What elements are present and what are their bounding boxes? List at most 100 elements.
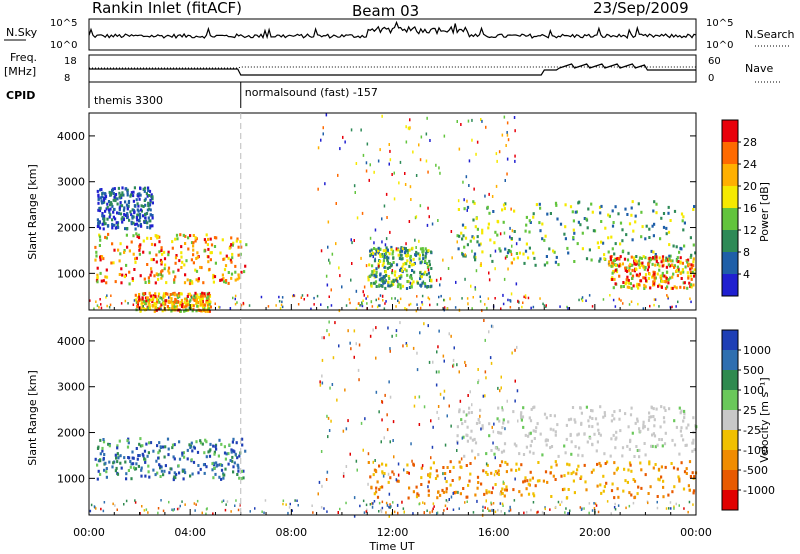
scatter-cell [438,166,440,170]
data-cell-2 [572,479,575,483]
data-cell-2 [554,478,557,481]
data-cell-4 [577,220,580,224]
data-cell-1 [98,209,102,213]
data-cell-2 [189,298,192,302]
data-cell-1 [530,439,533,443]
data-cell-0 [217,454,220,458]
data-cell-0 [230,272,234,276]
scatter-cell [484,194,486,198]
data-cell-3 [409,261,412,265]
data-cell-3 [369,249,372,253]
data-cell-3 [382,278,385,282]
scatter-cell [383,204,386,208]
data-cell-1 [470,411,473,414]
data-cell-0 [210,243,214,247]
data-cell-0 [153,243,157,247]
data-cell-0 [98,235,102,239]
data-cell-2 [154,294,157,298]
data-cell-1 [597,428,600,432]
data-cell-3 [419,277,422,281]
data-cell-4 [681,219,684,223]
data-cell-2 [167,307,170,311]
data-cell-5 [625,281,628,285]
data-cell-1 [545,416,548,420]
data-cell-0 [96,275,99,279]
clutter-cell [667,297,669,300]
scatter-cell [395,247,398,251]
data-cell-1 [631,431,634,435]
scatter-cell [324,182,326,186]
data-cell-4 [611,209,614,213]
data-cell-2 [462,487,465,490]
data-cell-3 [419,261,422,265]
data-cell-0 [167,266,171,270]
clutter-cell [537,510,539,514]
data-cell-3 [391,271,394,275]
data-cell-0 [167,250,170,254]
data-cell-1 [119,201,122,205]
data-cell-1 [119,204,122,208]
data-cell-0 [227,271,230,274]
data-cell-5 [682,281,685,285]
data-cell-4 [460,231,463,235]
scatter-cell [334,321,336,325]
data-cell-3 [381,254,384,258]
data-cell-3 [387,284,390,288]
data-cell-5 [638,272,641,276]
data-cell-2 [626,480,629,484]
scatter-cell [511,244,513,248]
data-cell-2 [207,297,210,301]
data-cell-0 [229,459,232,462]
data-cell-0 [191,472,194,476]
data-cell-0 [165,281,168,285]
data-cell-4 [567,251,570,255]
data-cell-1 [464,419,467,423]
scatter-cell [360,256,362,260]
data-cell-2 [624,479,627,483]
data-cell-2 [688,460,692,464]
data-cell-1 [612,433,615,437]
scatter-cell [379,486,382,489]
clutter-cell [429,511,431,514]
data-cell-5 [684,265,687,269]
data-cell-3 [403,261,407,265]
clutter-cell [523,295,525,299]
scatter-cell [444,476,446,480]
data-cell-1 [114,226,117,230]
scatter-cell [389,347,391,351]
scatter-cell [381,471,384,475]
data-cell-2 [164,299,167,303]
scatter-cell [509,235,511,239]
data-cell-2 [420,483,423,486]
data-cell-5 [677,269,680,273]
clutter-cell [282,499,285,502]
colorbar-segment [722,370,738,391]
data-cell-0 [167,453,170,457]
data-cell-4 [566,246,569,250]
data-cell-1 [627,425,630,429]
data-cell-1 [652,415,655,418]
data-cell-1 [613,410,616,414]
data-cell-1 [502,418,505,422]
scatter-cell [516,345,518,349]
data-cell-1 [466,439,469,443]
clutter-cell [443,298,445,302]
clutter-cell [525,511,528,514]
data-cell-2 [527,482,530,486]
data-cell-3 [375,285,378,288]
data-cell-3 [425,251,428,255]
x-tick-label: 08:00 [275,526,307,539]
clutter-cell [191,296,193,299]
data-cell-2 [206,296,209,300]
data-cell-1 [532,451,535,455]
scatter-cell [387,472,390,476]
scatter-cell [341,285,343,289]
data-cell-2 [563,474,566,478]
data-cell-0 [195,278,198,282]
data-cell-0 [105,467,108,470]
data-cell-1 [132,190,135,194]
data-cell-0 [232,437,235,441]
data-cell-0 [99,459,102,463]
